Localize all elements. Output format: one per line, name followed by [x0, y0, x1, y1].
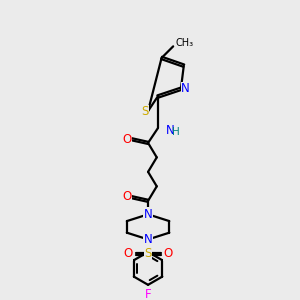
Text: N: N: [165, 124, 174, 137]
Text: O: O: [164, 248, 173, 260]
Text: F: F: [145, 288, 152, 300]
Text: S: S: [142, 106, 149, 118]
Text: O: O: [122, 133, 131, 146]
Text: H: H: [172, 127, 180, 137]
Text: CH₃: CH₃: [175, 38, 193, 48]
Text: N: N: [181, 82, 190, 95]
Text: O: O: [122, 190, 131, 203]
Text: S: S: [144, 248, 152, 260]
Text: N: N: [144, 233, 152, 246]
Text: N: N: [144, 208, 152, 221]
Text: O: O: [123, 248, 132, 260]
